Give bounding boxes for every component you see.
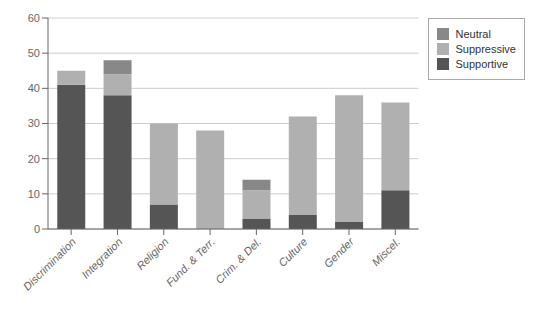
svg-text:20: 20 (28, 153, 40, 165)
svg-text:50: 50 (28, 47, 40, 59)
svg-text:40: 40 (28, 82, 40, 94)
svg-text:Miscel.: Miscel. (370, 235, 403, 268)
html-text:Supportive: Supportive (455, 58, 508, 70)
svg-text:0: 0 (34, 223, 40, 235)
svg-text:60: 60 (28, 12, 40, 24)
html-text:Neutral: Neutral (455, 28, 491, 40)
svg-text:10: 10 (28, 188, 40, 200)
svg-text:Crim. & Del.: Crim. & Del. (213, 235, 263, 285)
html-text:Suppressive: Suppressive (455, 43, 516, 55)
svg-text:Religion: Religion (134, 235, 171, 272)
svg-text:Fund. & Terr.: Fund. & Terr. (164, 235, 217, 288)
svg-text:Discrimination: Discrimination (21, 235, 78, 292)
svg-text:30: 30 (28, 117, 40, 129)
svg-text:Integration: Integration (79, 235, 124, 280)
svg-text:Gender: Gender (321, 235, 356, 270)
svg-text:Culture: Culture (276, 235, 310, 269)
